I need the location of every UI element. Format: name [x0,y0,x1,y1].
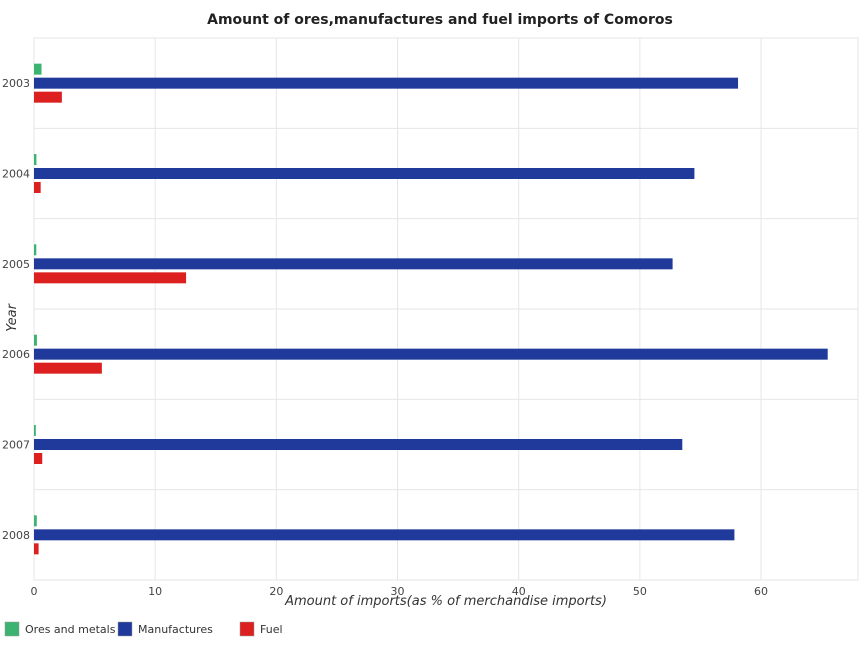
bar-manufactures-2007 [34,439,683,450]
y-tick-label: 2006 [2,348,30,361]
bar-manufactures-2003 [34,77,739,89]
y-tick-label: 2004 [2,168,30,181]
y-tick-label: 2005 [2,258,30,271]
y-tick-label: 2008 [2,529,30,542]
x-tick-label: 10 [148,585,162,598]
bar-manufactures-2004 [34,168,695,179]
x-axis-label: Amount of imports(as % of merchandise im… [284,594,607,609]
legend: Ores and metals Manufactures Fuel [4,621,283,637]
bars [34,63,828,555]
bar-fuel-2007 [34,453,43,464]
bar-manufactures-2005 [34,258,673,270]
legend-swatch [239,621,255,637]
bar-fuel-2008 [34,543,39,555]
bar-manufactures-2008 [34,529,735,541]
bar-ores-and-metals-2008 [34,515,37,527]
x-tick-labels: 0 10 20 30 40 50 60 [31,585,769,598]
bar-fuel-2003 [34,91,62,103]
legend-label: Manufactures [138,623,213,636]
bar-fuel-2005 [34,272,187,284]
x-tick-label: 0 [31,585,38,598]
bar-ores-and-metals-2007 [34,425,36,436]
bar-ores-and-metals-2005 [34,244,37,256]
legend-label: Fuel [260,623,283,636]
y-tick-labels: 2003 2004 2005 2006 2007 2008 [2,77,30,542]
x-tick-label: 60 [754,585,768,598]
gridlines [33,37,859,581]
bar-ores-and-metals-2004 [34,154,37,165]
x-tick-label: 20 [269,585,283,598]
y-axis-label: Year [5,302,20,331]
bar-fuel-2004 [34,182,41,193]
chart-title: Amount of ores,manufactures and fuel imp… [207,12,673,28]
legend-swatch [117,621,133,637]
legend-label: Ores and metals [25,623,116,636]
y-tick-label: 2003 [2,77,30,90]
bar-ores-and-metals-2006 [34,334,37,346]
x-tick-label: 40 [512,585,526,598]
bar-fuel-2006 [34,362,102,374]
x-tick-label: 30 [391,585,405,598]
legend-swatch [4,621,20,637]
bar-ores-and-metals-2003 [34,63,42,75]
x-tick-label: 50 [633,585,647,598]
bar-manufactures-2006 [34,348,828,360]
y-tick-label: 2007 [2,439,30,452]
